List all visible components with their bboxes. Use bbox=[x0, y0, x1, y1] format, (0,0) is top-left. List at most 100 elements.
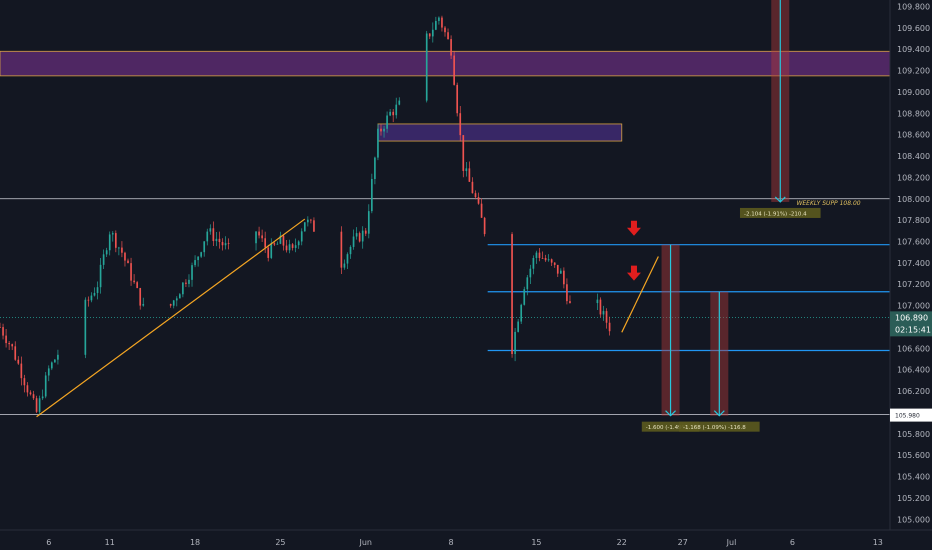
projection-label-bg-1 bbox=[641, 421, 700, 432]
candle-117 bbox=[477, 197, 480, 204]
candle-79 bbox=[313, 220, 315, 232]
price-tick-0: 105.000 bbox=[897, 515, 930, 524]
candle-20 bbox=[84, 299, 87, 355]
projection-label-bg-2 bbox=[679, 421, 760, 432]
candle-16 bbox=[47, 368, 50, 376]
candle-124 bbox=[523, 289, 526, 305]
candle-116 bbox=[474, 193, 477, 198]
time-tick-2: 18 bbox=[190, 538, 200, 547]
candle-76 bbox=[303, 222, 306, 232]
candle-93 bbox=[380, 128, 382, 132]
price-tick-12: 107.600 bbox=[897, 237, 930, 246]
price-tick-22: 109.600 bbox=[897, 24, 930, 33]
price-tick-6: 106.400 bbox=[897, 366, 930, 375]
price-tick-20: 109.200 bbox=[897, 67, 930, 76]
trendlines bbox=[36, 218, 659, 418]
time-tick-7: 22 bbox=[617, 538, 627, 547]
candle-49 bbox=[197, 256, 199, 261]
candle-140 bbox=[596, 299, 599, 304]
candle-37 bbox=[136, 282, 138, 289]
candle-21 bbox=[87, 299, 90, 301]
candle-44 bbox=[182, 282, 184, 295]
candle-0 bbox=[0, 326, 1, 328]
time-tick-0: 6 bbox=[46, 538, 51, 547]
candle-114 bbox=[468, 168, 471, 182]
time-tick-11: 13 bbox=[873, 538, 883, 547]
candle-128 bbox=[535, 252, 538, 258]
candle-102 bbox=[431, 29, 434, 37]
candle-50 bbox=[200, 252, 203, 257]
candle-65 bbox=[270, 243, 273, 258]
time-tick-4: Jun bbox=[359, 538, 373, 547]
candle-25 bbox=[99, 264, 102, 288]
candle-29 bbox=[111, 233, 114, 235]
candle-10 bbox=[29, 392, 32, 395]
candle-9 bbox=[26, 385, 29, 393]
candle-113 bbox=[465, 168, 468, 171]
last-price-tag bbox=[890, 311, 932, 337]
projection-label-0: -2.104 (-1.91%) -210.4 bbox=[744, 211, 807, 217]
candle-98 bbox=[395, 104, 398, 116]
candle-43 bbox=[178, 294, 181, 299]
candle-80 bbox=[340, 231, 343, 268]
projection-label-2: -1.168 (-1.09%) -116.8 bbox=[683, 425, 746, 431]
candle-119 bbox=[483, 217, 486, 235]
candle-133 bbox=[550, 259, 553, 263]
price-tick-13: 107.800 bbox=[897, 216, 930, 225]
candle-129 bbox=[538, 252, 541, 258]
candle-18 bbox=[54, 359, 56, 363]
time-tick-5: 8 bbox=[449, 538, 454, 547]
candle-96 bbox=[389, 111, 391, 116]
candle-64 bbox=[267, 247, 270, 258]
projection-arrowhead-2 bbox=[713, 410, 725, 417]
arrows bbox=[626, 220, 641, 281]
candle-74 bbox=[297, 241, 300, 246]
candle-60 bbox=[255, 231, 257, 244]
candle-45 bbox=[185, 282, 187, 284]
candle-41 bbox=[172, 300, 175, 306]
candle-72 bbox=[291, 244, 294, 248]
candle-57 bbox=[221, 242, 224, 246]
countdown-timer: 02:15:41 bbox=[895, 325, 931, 334]
candle-12 bbox=[35, 398, 38, 412]
time-axis[interactable]: 6 11 18 25 Jun 8 15 22 27 Jul 6 13 bbox=[46, 538, 883, 547]
horizontal-lines bbox=[0, 198, 890, 415]
candle-19 bbox=[57, 354, 59, 360]
candle-46 bbox=[188, 279, 190, 284]
candle-2 bbox=[5, 335, 7, 344]
candle-68 bbox=[279, 235, 282, 244]
candle-48 bbox=[194, 260, 196, 266]
candle-82 bbox=[346, 254, 349, 264]
projection-arrowhead-0 bbox=[774, 196, 786, 203]
candle-130 bbox=[541, 257, 544, 259]
candle-11 bbox=[32, 394, 35, 399]
price-tick-17: 108.600 bbox=[897, 131, 930, 140]
zones bbox=[0, 50, 891, 142]
candle-24 bbox=[96, 287, 99, 293]
projections: -2.104 (-1.91%) -210.4 -1.600 (-1.49%)-1.… bbox=[641, 0, 861, 432]
candle-27 bbox=[105, 250, 108, 255]
candle-54 bbox=[212, 228, 215, 242]
candle-99 bbox=[398, 100, 401, 105]
candle-105 bbox=[441, 17, 443, 28]
candle-3 bbox=[8, 343, 10, 345]
price-tick-11: 107.400 bbox=[897, 259, 930, 268]
candle-95 bbox=[386, 115, 388, 129]
candle-100 bbox=[425, 33, 428, 101]
candle-94 bbox=[383, 128, 385, 132]
red-arrow-1 bbox=[626, 265, 641, 281]
candle-84 bbox=[352, 236, 355, 247]
candle-127 bbox=[532, 257, 535, 269]
trendline-0 bbox=[36, 218, 306, 418]
price-tick-15: 108.200 bbox=[897, 173, 930, 182]
candle-92 bbox=[377, 128, 379, 158]
level-price-label: 105.980 bbox=[895, 413, 920, 420]
candle-112 bbox=[462, 135, 465, 171]
candle-32 bbox=[121, 247, 123, 253]
candle-26 bbox=[102, 254, 105, 265]
candle-70 bbox=[285, 245, 288, 251]
candle-40 bbox=[169, 304, 172, 306]
time-tick-1: 11 bbox=[105, 538, 115, 547]
time-tick-10: 6 bbox=[790, 538, 795, 547]
